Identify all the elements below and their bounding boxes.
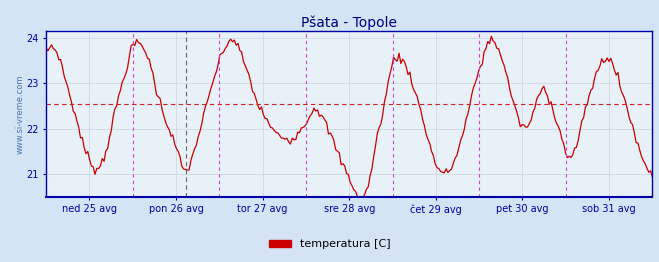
Title: Pšata - Topole: Pšata - Topole: [301, 16, 397, 30]
Legend: temperatura [C]: temperatura [C]: [264, 235, 395, 254]
Y-axis label: www.si-vreme.com: www.si-vreme.com: [16, 74, 24, 154]
